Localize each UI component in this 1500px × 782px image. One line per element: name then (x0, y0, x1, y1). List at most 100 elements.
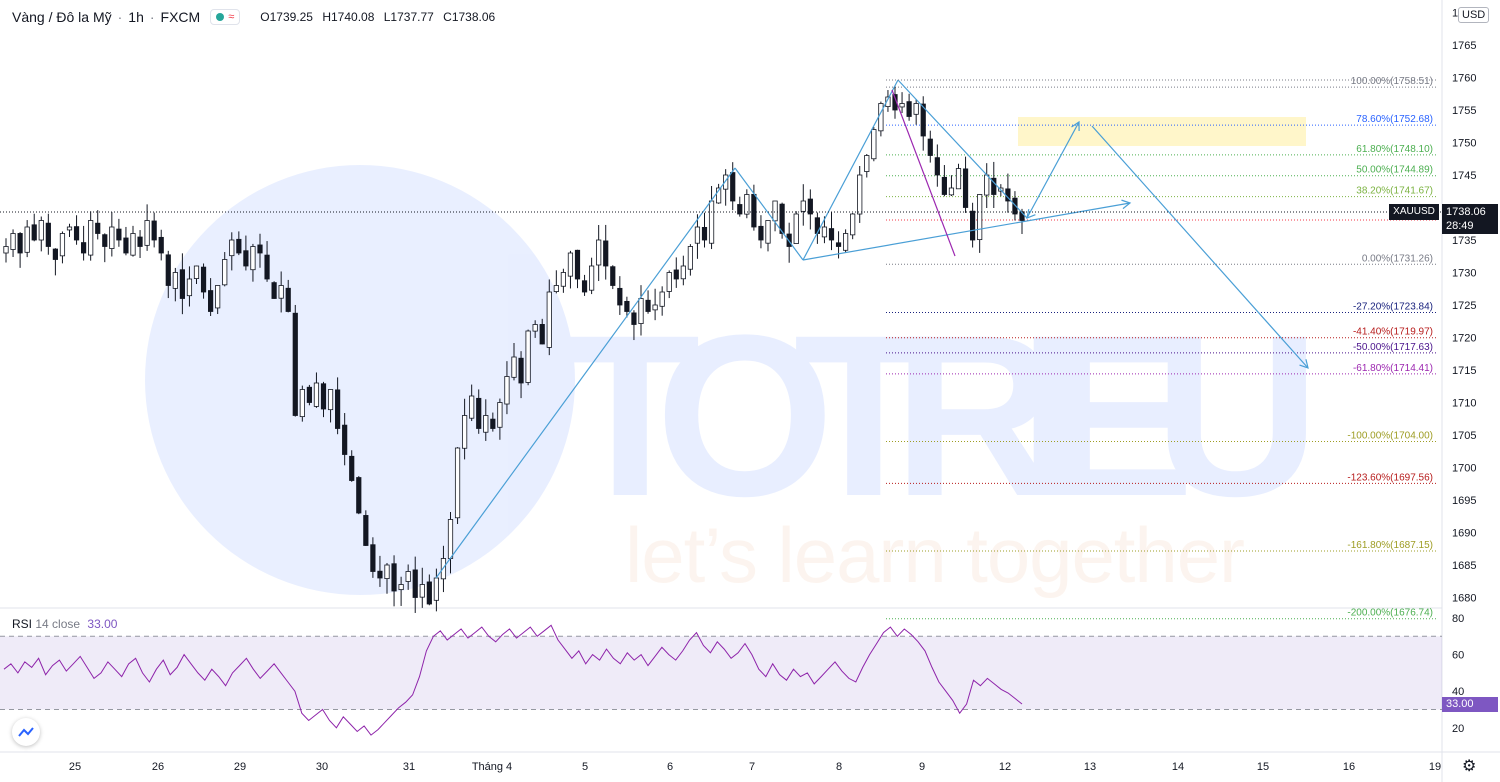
candle-body (123, 237, 129, 254)
candle-body (144, 220, 150, 246)
price-tick-label: 1705 (1452, 430, 1476, 442)
rsi-line (3, 624, 1023, 736)
rsi-params: 14 close (35, 617, 81, 631)
rsi-value-label: 33.00 (1442, 697, 1498, 712)
candle-body (716, 187, 722, 204)
candle-body (610, 266, 616, 286)
candle-body (574, 249, 581, 280)
fib-level-label: 50.00%(1744.89) (1356, 165, 1433, 176)
trend-line (802, 202, 1131, 261)
candle-body (391, 563, 397, 592)
candle-body (553, 285, 559, 292)
target-zone[interactable] (1018, 117, 1306, 146)
candle-body (779, 203, 785, 234)
price-tick-label: 1735 (1452, 235, 1476, 247)
candle-body (405, 571, 411, 582)
time-tick-label: 9 (919, 761, 925, 773)
candle-body (186, 278, 193, 297)
candle-body (680, 265, 686, 280)
candle-body (349, 455, 355, 481)
arrow-head (1121, 199, 1132, 210)
symbol-name[interactable]: Vàng / Đô la Mỹ (12, 9, 112, 25)
currency-button[interactable]: USD (1458, 7, 1490, 23)
candle-body (701, 226, 708, 241)
candle-body (208, 290, 214, 312)
candle-body (807, 198, 813, 215)
bar-countdown: 28:49 (1446, 220, 1474, 232)
trend-line (897, 79, 1028, 219)
candle-body (532, 324, 538, 332)
candle-body (687, 246, 693, 270)
arrow-head (1071, 120, 1080, 132)
candle-body (299, 389, 305, 418)
candle-body (511, 356, 517, 378)
candle-body (179, 269, 185, 299)
time-axis[interactable]: 25 26 29 30 31 Tháng 4 5 6 7 8 9 12 13 14 15 16 19 (69, 761, 1441, 773)
header-separator: · (117, 9, 123, 25)
candle-body (765, 220, 771, 244)
candle-body (313, 382, 320, 407)
candle-body (730, 172, 736, 202)
candle-body (158, 236, 164, 254)
watermark: TOTRIEU let’s learn together (145, 165, 1320, 599)
trend-drawings[interactable] (435, 79, 1436, 579)
trend-line (1026, 121, 1080, 219)
ohlc-values: O1739.25 H1740.08 L1737.77 C1738.06 (260, 10, 496, 24)
time-tick-label: 16 (1343, 761, 1355, 773)
market-open-icon (216, 13, 225, 21)
candle-body (843, 233, 849, 251)
gear-icon[interactable]: ⚙ (1462, 758, 1477, 775)
candle-body (45, 222, 51, 247)
arrow-head (1299, 359, 1309, 369)
price-tick-label: 1720 (1452, 333, 1476, 345)
price-axis[interactable]: 1770176517601755175017451740173517301725… (1452, 8, 1476, 605)
time-tick-label: 8 (836, 761, 842, 773)
symbol-tag: XAUUSD (1389, 204, 1439, 220)
candle-body (624, 300, 630, 312)
time-tick-label: 7 (749, 761, 755, 773)
candle-body (356, 477, 362, 514)
candle-body (483, 415, 489, 433)
candle-body (864, 155, 870, 172)
candle-body (984, 174, 990, 196)
wave-icon: ≈ (228, 11, 235, 23)
candle-body (81, 242, 87, 254)
market-status-badge[interactable]: ≈ (210, 9, 241, 25)
time-tick-label: 29 (234, 761, 246, 773)
candle-body (1019, 211, 1025, 221)
rsi-pane: 80 60 40 20 (3, 613, 1464, 736)
candle-body (363, 515, 369, 546)
candle-body (384, 564, 390, 580)
candle-body (652, 304, 658, 311)
candle-body (412, 569, 418, 598)
candle-body (955, 168, 962, 190)
candle-body (243, 250, 249, 267)
trend-line-purple (891, 89, 956, 257)
price-tick-label: 1755 (1452, 105, 1476, 117)
candle-body (708, 200, 715, 244)
candle-body (31, 224, 37, 241)
price-tick-label: 1695 (1452, 495, 1476, 507)
candle-body (419, 584, 425, 598)
fib-level-label: -161.80%(1687.15) (1347, 540, 1433, 551)
candle-body (962, 168, 969, 208)
time-tick-label: 14 (1172, 761, 1184, 773)
candle-body (991, 177, 997, 195)
rsi-legend[interactable]: RSI 14 close 33.00 (12, 617, 117, 631)
candle-body (292, 312, 298, 416)
interval-label[interactable]: 1h (128, 9, 144, 25)
candle-body (666, 272, 672, 292)
tradingview-logo-button[interactable] (12, 718, 40, 746)
candle-body (546, 291, 552, 348)
candle-body (596, 239, 602, 266)
candle-body (327, 389, 334, 411)
candle-body (504, 376, 510, 405)
candle-body (793, 213, 799, 244)
price-tick-label: 1750 (1452, 138, 1476, 150)
candle-body (17, 233, 23, 254)
candle-body (631, 312, 637, 325)
candle-body (59, 233, 66, 257)
candle-body (970, 210, 976, 241)
candle-body (617, 287, 623, 306)
